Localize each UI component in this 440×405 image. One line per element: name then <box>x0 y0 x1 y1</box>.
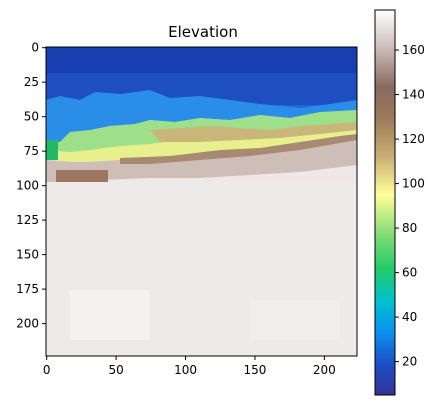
x-tick-label: 100 <box>174 363 197 377</box>
colorbar-axis: 20 40 60 80 100 120 140 160 <box>395 43 425 369</box>
colorbar-tick-label: 120 <box>402 132 425 146</box>
colorbar <box>374 9 396 396</box>
colorbar-tick-label: 100 <box>402 177 425 191</box>
y-tick-label: 100 <box>16 179 39 193</box>
colorbar-tick-label: 60 <box>402 266 417 280</box>
y-tick-label: 75 <box>24 144 39 158</box>
colorbar-tick-label: 20 <box>402 355 417 369</box>
y-tick-label: 125 <box>16 213 39 227</box>
colorbar-tick-label: 140 <box>402 88 425 102</box>
y-tick-label: 0 <box>31 41 39 55</box>
x-tick-label: 200 <box>313 363 336 377</box>
y-tick-label: 150 <box>16 248 39 262</box>
x-tick-label: 50 <box>108 363 123 377</box>
y-axis: 0 25 50 75 100 125 150 175 200 <box>16 41 46 331</box>
y-tick-label: 175 <box>16 282 39 296</box>
x-tick-label: 0 <box>43 363 51 377</box>
chart-title: Elevation <box>168 23 238 41</box>
colorbar-tick-label: 160 <box>402 43 425 57</box>
colorbar-tick-label: 40 <box>402 310 417 324</box>
y-tick-label: 200 <box>16 317 39 331</box>
y-tick-label: 50 <box>24 110 39 124</box>
plot-frame <box>45 46 358 357</box>
colorbar-tick-label: 80 <box>402 221 417 235</box>
x-axis: 0 50 100 150 200 <box>43 356 336 377</box>
x-tick-label: 150 <box>244 363 267 377</box>
heatmap-image <box>46 47 357 356</box>
y-tick-label: 25 <box>24 75 39 89</box>
